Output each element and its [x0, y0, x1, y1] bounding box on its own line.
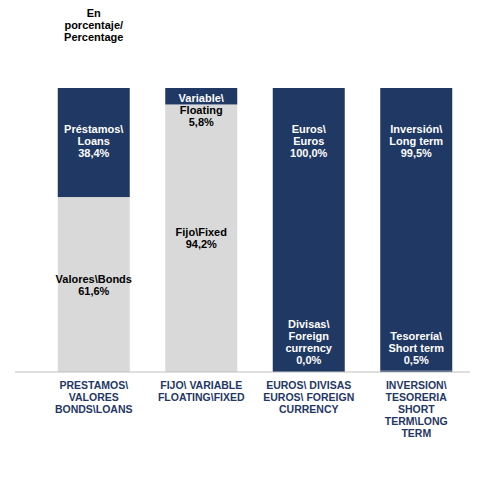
segment-name: Tesorería\Short term — [388, 330, 444, 354]
data-label: 99,5% — [401, 147, 432, 159]
segment-name: Fijo\Fixed — [176, 226, 227, 238]
segment-name: Préstamos\Loans — [64, 123, 123, 147]
category-label-line: SHORT — [398, 403, 435, 415]
data-label: 94,2% — [186, 238, 217, 250]
segment-name-line: Inversión\ — [390, 123, 442, 135]
x-tick-labels: PRESTAMOS\VALORESBONDS\LOANS FIJO\ VARIAB… — [55, 379, 448, 439]
segment-name-line: Short term — [388, 342, 444, 354]
category-label-line: FLOATING\FIXED — [158, 391, 245, 403]
segment-name: Valores\Bonds — [56, 273, 132, 285]
x-axis — [15, 372, 470, 373]
category-label-line: CURRENCY — [279, 403, 339, 415]
segment-name-line: Long term — [389, 135, 443, 147]
segment-name-line: Euros\ — [292, 123, 326, 135]
category-label: FIJO\ VARIABLEFLOATING\FIXED — [158, 379, 245, 403]
chart: Enporcentaje/Percentage Valores\Bonds61,6… — [0, 0, 480, 480]
segment-name-line: Préstamos\ — [64, 123, 123, 135]
category-label-line: PRESTAMOS\ — [59, 379, 128, 391]
segment-name-line: Valores\Bonds — [56, 273, 132, 285]
segment-name: Variable\Floating — [179, 92, 224, 116]
segment-name: Euros\Euros — [292, 123, 326, 147]
data-label: 100,0% — [290, 147, 328, 159]
data-label: 0,0% — [296, 354, 321, 366]
category-label-line: TESORERIA — [386, 391, 448, 403]
data-label: 5,8% — [189, 116, 214, 128]
category-label-line: TERM — [401, 427, 431, 439]
title-line: porcentaje/ — [64, 19, 123, 31]
data-label: 61,6% — [78, 285, 109, 297]
segment-name-line: Loans — [78, 135, 110, 147]
data-label: 38,4% — [78, 147, 109, 159]
segment-name-line: Floating — [180, 104, 223, 116]
segment-name-line: Tesorería\ — [390, 330, 442, 342]
category-label-line: VALORES — [69, 391, 119, 403]
category-label: PRESTAMOS\VALORESBONDS\LOANS — [55, 379, 133, 415]
category-label-line: INVERSION\ — [386, 379, 447, 391]
segment-name-line: Euros — [293, 135, 324, 147]
segment-name-line: Fijo\Fixed — [176, 226, 227, 238]
category-label: EUROS\ DIVISASEUROS\ FOREIGNCURRENCY — [263, 379, 354, 415]
segment-name-line: currency — [286, 342, 333, 354]
segment-name: Divisas\Foreigncurrency — [286, 318, 333, 354]
bar-segment — [58, 88, 130, 197]
category-label-line: BONDS\LOANS — [55, 403, 133, 415]
segment-name: Inversión\Long term — [389, 123, 443, 147]
title-line: En — [87, 7, 101, 19]
bars — [58, 88, 453, 372]
bar-segment — [273, 88, 345, 372]
title-line: Percentage — [64, 31, 123, 43]
data-label: 0,5% — [404, 354, 429, 366]
segment-name-line: Variable\ — [179, 92, 224, 104]
bar-segment — [165, 104, 237, 372]
segment-name-line: Foreign — [289, 330, 330, 342]
category-label: INVERSION\TESORERIASHORTTERM\LONGTERM — [385, 379, 448, 439]
bar-segment — [380, 88, 452, 371]
data-labels: Valores\Bonds61,6% Préstamos\Loans38,4% Fi… — [56, 92, 445, 366]
title: Enporcentaje/Percentage — [64, 7, 123, 43]
category-label-line: EUROS\ FOREIGN — [263, 391, 354, 403]
category-label-line: FIJO\ VARIABLE — [160, 379, 242, 391]
segment-name-line: Divisas\ — [288, 318, 330, 330]
category-label-line: TERM\LONG — [385, 415, 448, 427]
bar-segment — [165, 88, 237, 104]
category-label-line: EUROS\ DIVISAS — [266, 379, 351, 391]
